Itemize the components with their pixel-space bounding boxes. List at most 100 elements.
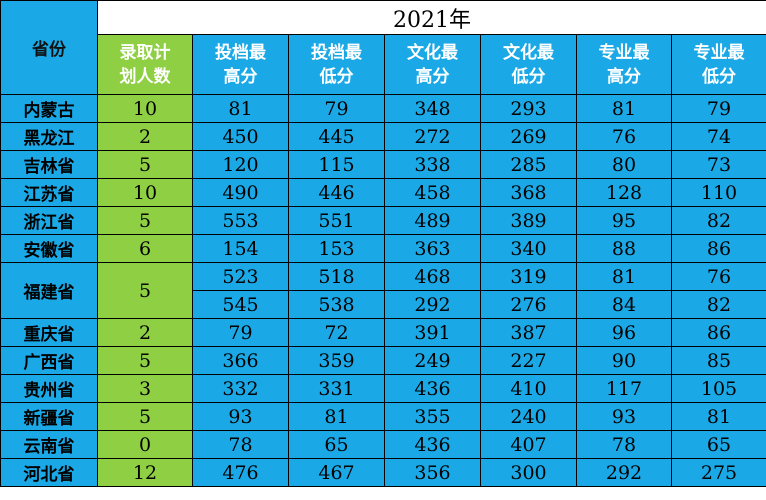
plan-count-cell: 12 bbox=[97, 458, 193, 487]
score-cell: 436 bbox=[384, 430, 481, 459]
plan-count-cell: 5 bbox=[97, 346, 193, 375]
table-row: 吉林省 5 120 115 338 285 80 73 bbox=[0, 150, 766, 179]
score-cell: 153 bbox=[288, 234, 385, 263]
plan-count-cell: 2 bbox=[97, 122, 193, 151]
plan-count-cell: 10 bbox=[97, 94, 193, 123]
score-cell: 95 bbox=[576, 206, 672, 235]
score-cell: 105 bbox=[670, 374, 766, 403]
score-cell: 74 bbox=[670, 122, 766, 151]
score-cell: 72 bbox=[288, 318, 385, 347]
score-cell: 292 bbox=[384, 290, 481, 319]
plan-count-cell: 3 bbox=[97, 374, 193, 403]
province-cell: 河北省 bbox=[0, 458, 98, 487]
score-cell: 154 bbox=[192, 234, 289, 263]
max-filing-score-header: 投档最 高分 bbox=[192, 34, 289, 95]
table-body: 内蒙古 10 81 79 348 293 81 79 黑龙江 2 450 445 272 269 76 74 吉… bbox=[0, 94, 766, 487]
score-cell: 81 bbox=[192, 94, 289, 123]
min-major-score-header: 专业最 低分 bbox=[670, 34, 766, 95]
min-culture-score-header: 文化最 低分 bbox=[480, 34, 577, 95]
plan-count-cell: 10 bbox=[97, 178, 193, 207]
plan-count-cell: 5 bbox=[97, 402, 193, 431]
score-cell: 445 bbox=[288, 122, 385, 151]
score-cell: 389 bbox=[480, 206, 577, 235]
plan-count-cell: 2 bbox=[97, 318, 193, 347]
score-cell: 120 bbox=[192, 150, 289, 179]
score-cell: 79 bbox=[670, 94, 766, 123]
score-cell: 85 bbox=[670, 346, 766, 375]
score-cell: 523 bbox=[192, 262, 289, 291]
score-cell: 332 bbox=[192, 374, 289, 403]
table-row: 广西省 5 366 359 249 227 90 85 bbox=[0, 346, 766, 375]
plan-count-cell: 6 bbox=[97, 234, 193, 263]
score-cell: 80 bbox=[576, 150, 672, 179]
score-cell: 82 bbox=[670, 290, 766, 319]
admission-score-table: 省份 2021年 录取计 划人数 投档最 高分 投档最 低分 文化最 高分 文化最 低分 … bbox=[0, 0, 766, 487]
score-cell: 407 bbox=[480, 430, 577, 459]
score-cell: 81 bbox=[576, 94, 672, 123]
score-cell: 90 bbox=[576, 346, 672, 375]
score-cell: 81 bbox=[288, 402, 385, 431]
province-cell: 福建省 bbox=[0, 262, 98, 319]
score-cell: 76 bbox=[670, 262, 766, 291]
score-cell: 78 bbox=[192, 430, 289, 459]
max-major-score-header: 专业最 高分 bbox=[576, 34, 672, 95]
score-cell: 368 bbox=[480, 178, 577, 207]
score-cell: 86 bbox=[670, 234, 766, 263]
score-cell: 272 bbox=[384, 122, 481, 151]
score-cell: 276 bbox=[480, 290, 577, 319]
province-cell: 安徽省 bbox=[0, 234, 98, 263]
province-cell: 新疆省 bbox=[0, 402, 98, 431]
score-cell: 269 bbox=[480, 122, 577, 151]
score-cell: 79 bbox=[192, 318, 289, 347]
score-cell: 110 bbox=[670, 178, 766, 207]
table-row: 安徽省 6 154 153 363 340 88 86 bbox=[0, 234, 766, 263]
score-cell: 86 bbox=[670, 318, 766, 347]
score-cell: 458 bbox=[384, 178, 481, 207]
province-cell: 重庆省 bbox=[0, 318, 98, 347]
score-cell: 293 bbox=[480, 94, 577, 123]
table-row: 545 538 292 276 84 82 bbox=[1, 290, 766, 319]
table-row: 福建省 5 523 518 468 319 81 76 bbox=[0, 262, 766, 319]
table-row: 贵州省 3 332 331 436 410 117 105 bbox=[0, 374, 766, 403]
score-cell: 355 bbox=[384, 402, 481, 431]
score-cell: 410 bbox=[480, 374, 577, 403]
score-cell: 436 bbox=[384, 374, 481, 403]
score-cell: 81 bbox=[576, 262, 672, 291]
score-cell: 65 bbox=[670, 430, 766, 459]
score-cell: 319 bbox=[480, 262, 577, 291]
province-header: 省份 bbox=[0, 0, 98, 95]
score-cell: 467 bbox=[288, 458, 385, 487]
score-cell: 82 bbox=[670, 206, 766, 235]
province-cell: 浙江省 bbox=[0, 206, 98, 235]
province-cell: 吉林省 bbox=[0, 150, 98, 179]
score-cell: 366 bbox=[192, 346, 289, 375]
score-cell: 518 bbox=[288, 262, 385, 291]
score-cell: 476 bbox=[192, 458, 289, 487]
year-header: 2021年 bbox=[96, 0, 766, 35]
score-cell: 538 bbox=[288, 290, 385, 319]
score-cell: 348 bbox=[384, 94, 481, 123]
score-cell: 117 bbox=[576, 374, 672, 403]
score-cell: 340 bbox=[480, 234, 577, 263]
plan-count-cell: 5 bbox=[97, 150, 193, 179]
score-cell: 249 bbox=[384, 346, 481, 375]
plan-count-cell: 5 bbox=[97, 206, 193, 235]
score-cell: 490 bbox=[192, 178, 289, 207]
score-cell: 356 bbox=[384, 458, 481, 487]
table-row: 重庆省 2 79 72 391 387 96 86 bbox=[0, 318, 766, 347]
table-row: 江苏省 10 490 446 458 368 128 110 bbox=[0, 178, 766, 207]
score-cell: 387 bbox=[480, 318, 577, 347]
score-cell: 128 bbox=[576, 178, 672, 207]
score-cell: 275 bbox=[670, 458, 766, 487]
score-cell: 78 bbox=[576, 430, 672, 459]
score-cell: 96 bbox=[576, 318, 672, 347]
province-cell: 内蒙古 bbox=[0, 94, 98, 123]
score-cell: 227 bbox=[480, 346, 577, 375]
score-cell: 391 bbox=[384, 318, 481, 347]
score-cell: 240 bbox=[480, 402, 577, 431]
min-filing-score-header: 投档最 低分 bbox=[288, 34, 385, 95]
score-cell: 446 bbox=[288, 178, 385, 207]
table-row: 河北省 12 476 467 356 300 292 275 bbox=[0, 458, 766, 487]
score-cell: 93 bbox=[192, 402, 289, 431]
score-cell: 450 bbox=[192, 122, 289, 151]
